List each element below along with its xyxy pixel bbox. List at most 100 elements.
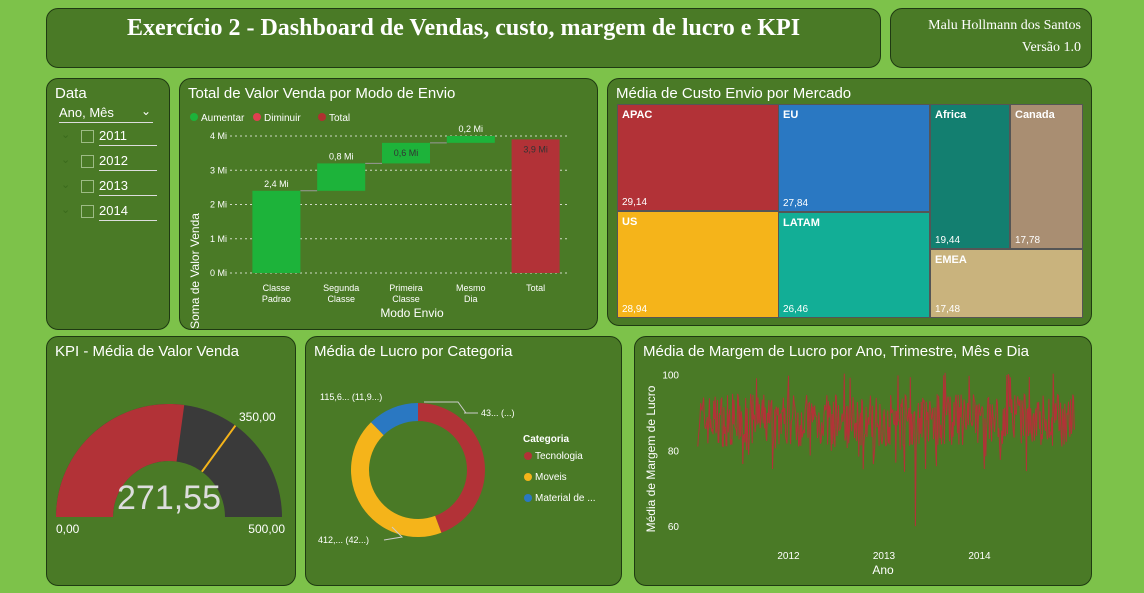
gauge-target-label: 350,00	[239, 410, 276, 424]
tile-value: 27,84	[783, 198, 809, 209]
expand-icon[interactable]: ⌄	[61, 179, 71, 191]
tile-name: EU	[783, 109, 799, 121]
treemap-tile-apac[interactable]: APAC 29,14	[617, 104, 779, 211]
tile-name: US	[622, 216, 638, 228]
donut-chart: 43... (...) 412,... (42...) 115,6... (11…	[318, 392, 596, 545]
gauge-title: KPI - Média de Valor Venda	[55, 343, 239, 360]
tile-name: EMEA	[935, 254, 967, 266]
date-slicer: Data Ano, Mês ⌄ ⌄ 2011 ⌄ 2012 ⌄ 2013 ⌄ 2…	[46, 78, 170, 330]
expand-icon[interactable]: ⌄	[61, 204, 71, 216]
author-panel: Malu Hollmann dos Santos Versão 1.0	[890, 8, 1092, 68]
tile-value: 28,94	[622, 304, 648, 315]
waterfall-title: Total de Valor Venda por Modo de Envio	[188, 85, 456, 102]
slicer-item-label: 2011	[99, 128, 157, 146]
y-tick-label: 80	[668, 446, 680, 457]
tile-name: Africa	[935, 109, 967, 121]
data-label: 2,4 Mi	[264, 179, 289, 189]
legend-marker	[253, 113, 261, 121]
gauge-chart: 271,55 0,00 500,00 350,00	[56, 404, 285, 536]
treemap-tile-eu[interactable]: EU 27,84	[778, 104, 930, 212]
donut-slice-tecnologia[interactable]	[418, 403, 485, 533]
slicer-item-2012[interactable]: ⌄ 2012	[59, 152, 159, 172]
tile-value: 17,48	[935, 304, 961, 315]
line-xlabel: Ano	[872, 563, 894, 577]
waterfall-chart: Aumentar Diminuir Total Soma de Valor Vend…	[188, 113, 568, 329]
slicer-item-label: 2012	[99, 153, 157, 171]
checkbox[interactable]	[81, 180, 94, 193]
checkbox[interactable]	[81, 130, 94, 143]
x-tick-label: Classe	[327, 294, 355, 304]
waterfall-bar[interactable]	[446, 136, 495, 143]
line-ylabel: Média de Margem de Lucro	[644, 385, 658, 532]
x-tick-label: Classe	[263, 283, 291, 293]
author-name: Malu Hollmann dos Santos	[928, 18, 1081, 33]
expand-icon[interactable]: ⌄	[61, 154, 71, 166]
x-tick-label: Classe	[392, 294, 420, 304]
donut-slice-material[interactable]	[371, 403, 418, 436]
data-label: 0,8 Mi	[329, 151, 354, 161]
treemap-panel: Média de Custo Envio por Mercado APAC 29,…	[607, 78, 1092, 326]
line-chart: Média de Margem de Lucro 60 80 100 2012 201…	[644, 371, 1075, 577]
treemap-title: Média de Custo Envio por Mercado	[616, 85, 852, 102]
gauge-min: 0,00	[56, 522, 80, 536]
slicer-item-2014[interactable]: ⌄ 2014	[59, 202, 159, 222]
waterfall-bar[interactable]	[252, 190, 301, 273]
legend-marker	[190, 113, 198, 121]
slicer-field-dropdown[interactable]: Ano, Mês ⌄	[59, 104, 153, 123]
y-tick-label: 3 Mi	[210, 165, 227, 175]
treemap-tile-emea[interactable]: EMEA 17,48	[930, 249, 1083, 318]
legend-label: Tecnologia	[535, 451, 583, 462]
waterfall-bar[interactable]	[317, 163, 366, 191]
legend-marker	[524, 452, 532, 460]
checkbox[interactable]	[81, 155, 94, 168]
gauge-max: 500,00	[248, 522, 285, 536]
gauge-value: 271,55	[117, 479, 221, 517]
waterfall-panel: Total de Valor Venda por Modo de Envio A…	[179, 78, 598, 330]
line-series-margem	[697, 372, 1075, 527]
tile-value: 29,14	[622, 197, 648, 208]
chevron-down-icon: ⌄	[140, 104, 151, 118]
slicer-field-label: Ano, Mês	[59, 105, 114, 120]
waterfall-ylabel: Soma de Valor Venda	[188, 213, 202, 329]
slicer-item-2011[interactable]: ⌄ 2011	[59, 127, 159, 147]
tile-value: 26,46	[783, 304, 809, 315]
slicer-item-2013[interactable]: ⌄ 2013	[59, 177, 159, 197]
legend-label-aumentar: Aumentar	[201, 113, 245, 124]
treemap-tile-latam[interactable]: LATAM 26,46	[778, 212, 930, 318]
legend-marker	[524, 494, 532, 502]
version-label: Versão 1.0	[1021, 40, 1081, 55]
gauge-fill	[56, 404, 185, 517]
legend-marker	[524, 473, 532, 481]
donut-slice-moveis[interactable]	[351, 422, 442, 537]
line-title: Média de Margem de Lucro por Ano, Trimes…	[643, 343, 1030, 360]
expand-icon[interactable]: ⌄	[61, 129, 71, 141]
x-tick-label: Padrao	[262, 294, 291, 304]
waterfall-bar[interactable]	[382, 142, 430, 164]
gauge-target-marker	[201, 424, 237, 473]
treemap-tile-canada[interactable]: Canada 17,78	[1010, 104, 1083, 249]
x-tick-label: Segunda	[323, 283, 359, 293]
x-tick-label: Dia	[464, 294, 478, 304]
waterfall-xlabel: Modo Envio	[380, 306, 444, 320]
x-tick-label: Mesmo	[456, 283, 486, 293]
x-tick-label: Total	[526, 283, 545, 293]
checkbox[interactable]	[81, 205, 94, 218]
legend-title: Categoria	[523, 434, 570, 445]
y-tick-label: 4 Mi	[210, 131, 227, 141]
kpi-gauge-panel: KPI - Média de Valor Venda 271,55 0,00 5…	[46, 336, 296, 586]
treemap-tile-us[interactable]: US 28,94	[617, 211, 779, 318]
treemap-tile-africa[interactable]: Africa 19,44	[930, 104, 1010, 249]
line-panel: Média de Margem de Lucro por Ano, Trimes…	[634, 336, 1092, 586]
waterfall-bar[interactable]	[511, 139, 560, 273]
tile-value: 19,44	[935, 235, 961, 246]
donut-label-material: 115,6... (11,9...)	[320, 392, 382, 402]
y-tick-label: 0 Mi	[210, 268, 227, 278]
x-tick-label: 2012	[777, 551, 800, 562]
y-tick-label: 100	[662, 371, 679, 382]
x-tick-label: Primeira	[389, 283, 423, 293]
tile-name: LATAM	[783, 217, 820, 229]
y-tick-label: 1 Mi	[210, 234, 227, 244]
tile-name: Canada	[1015, 109, 1055, 121]
x-tick-label: 2013	[873, 551, 896, 562]
legend-label-diminuir: Diminuir	[264, 113, 301, 124]
